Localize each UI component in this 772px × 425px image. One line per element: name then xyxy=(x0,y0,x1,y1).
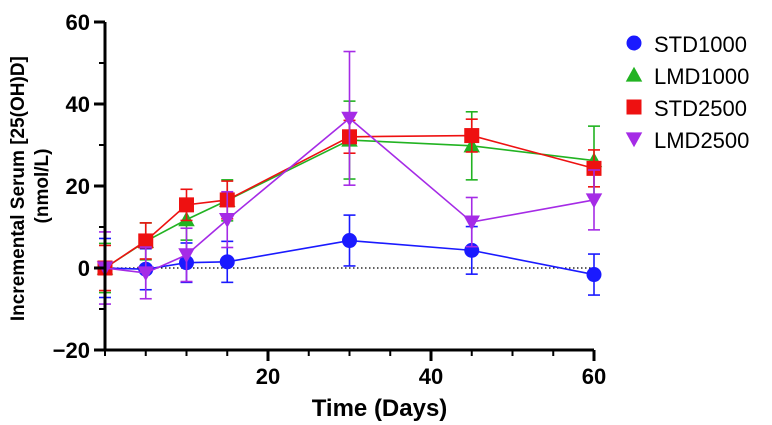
y-tick-label: −20 xyxy=(53,338,90,363)
y-axis-title-line1: Incremental Serum [25(OH)D] xyxy=(8,56,29,321)
legend: STD1000 LMD1000 STD2500 LMD2500 xyxy=(625,32,749,153)
data-point-lmd2500 xyxy=(178,248,195,264)
legend-marker-std1000 xyxy=(626,35,642,51)
legend-marker-lmd2500 xyxy=(625,132,643,148)
x-axis-title: Time (Days) xyxy=(312,395,448,422)
legend-item-lmd2500: LMD2500 xyxy=(625,128,749,153)
legend-label-lmd2500: LMD2500 xyxy=(654,128,749,153)
data-point-std2500 xyxy=(586,160,602,176)
data-point-std2500 xyxy=(179,197,194,213)
legend-item-std2500: STD2500 xyxy=(626,96,747,121)
y-tick-label: 0 xyxy=(78,256,90,281)
y-tick-label: 40 xyxy=(66,92,90,117)
axes-layer: −20 0 20 40 60 20 40 60 xyxy=(53,10,607,389)
x-tick-label: 60 xyxy=(582,364,606,389)
data-point-std2500 xyxy=(464,128,480,144)
y-tick-label: 60 xyxy=(66,10,90,35)
data-point-std1000 xyxy=(586,267,602,283)
series-layer xyxy=(96,50,603,305)
y-axis-title-line2: (nmol/L) xyxy=(32,149,53,224)
data-point-lmd2500 xyxy=(341,111,358,127)
legend-marker-std2500 xyxy=(626,99,642,115)
x-tick-label: 20 xyxy=(256,364,280,389)
legend-label-std1000: STD1000 xyxy=(654,32,747,57)
x-tick-label: 40 xyxy=(419,364,443,389)
legend-item-std1000: STD1000 xyxy=(626,32,747,57)
legend-label-lmd1000: LMD1000 xyxy=(654,64,749,89)
data-point-std2500 xyxy=(138,233,154,249)
data-point-std1000 xyxy=(219,254,235,270)
y-axis-title: Incremental Serum [25(OH)D] (nmol/L) xyxy=(8,51,53,321)
legend-marker-lmd1000 xyxy=(625,66,643,82)
legend-item-lmd1000: LMD1000 xyxy=(625,64,749,89)
legend-label-std2500: STD2500 xyxy=(654,96,747,121)
data-point-lmd2500 xyxy=(219,213,236,228)
y-tick-label: 20 xyxy=(66,174,90,199)
data-point-lmd2500 xyxy=(137,266,154,282)
data-point-std1000 xyxy=(342,233,357,249)
data-point-lmd2500 xyxy=(585,193,603,209)
data-point-lmd2500 xyxy=(463,215,480,231)
